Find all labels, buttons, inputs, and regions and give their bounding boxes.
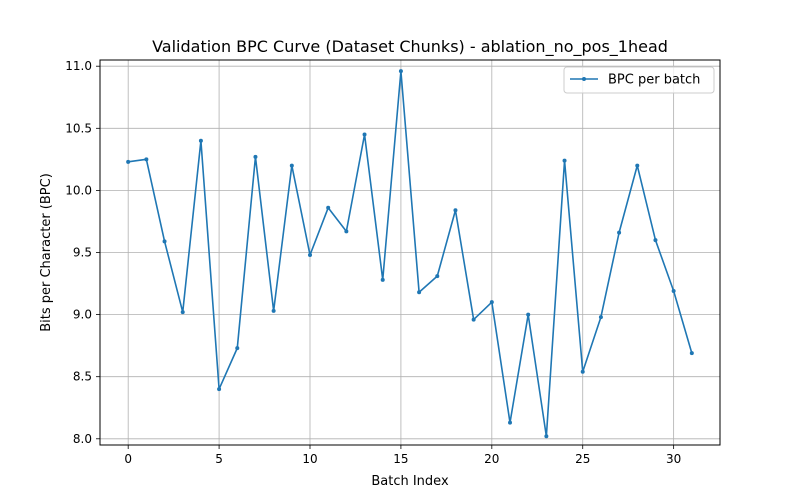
data-point (671, 289, 676, 293)
x-axis-label: Batch Index (371, 474, 449, 489)
data-point (217, 387, 222, 392)
data-point (344, 229, 349, 234)
data-point (598, 315, 603, 320)
data-point (435, 274, 440, 279)
x-tick-label: 25 (575, 452, 590, 466)
y-tick-label: 10.0 (65, 183, 92, 197)
data-point (526, 312, 531, 317)
series-line-bpc-per-batch (128, 70, 693, 438)
data-point (453, 208, 458, 213)
x-tick-label: 30 (666, 452, 681, 466)
chart-title: Validation BPC Curve (Dataset Chunks) - … (152, 37, 668, 57)
data-point (617, 230, 622, 235)
data-point (180, 310, 185, 315)
data-point (144, 157, 149, 162)
y-axis-ticks: 8.0 8.5 9.0 9.5 10.0 10.5 11.0 (65, 59, 100, 446)
data-point (398, 69, 403, 74)
data-point (308, 252, 312, 257)
data-point (544, 434, 549, 439)
data-point (362, 132, 367, 137)
data-point (126, 159, 131, 164)
data-point (380, 277, 385, 282)
data-point (508, 420, 512, 425)
data-point (326, 205, 331, 210)
data-point (289, 163, 294, 168)
legend-box (563, 66, 715, 94)
data-point (489, 300, 494, 305)
data-point (562, 158, 567, 163)
legend: BPC per batch (563, 66, 715, 94)
data-point (689, 351, 694, 356)
data-point (653, 238, 658, 243)
y-tick-label: 8.5 (73, 370, 92, 384)
data-point (198, 138, 203, 143)
series-layer (126, 69, 694, 439)
y-axis-label: Bits per Character (BPC) (39, 173, 54, 332)
legend-marker-swatch (582, 77, 586, 81)
y-tick-label: 10.5 (65, 121, 92, 135)
grid (100, 60, 720, 445)
x-tick-label: 10 (302, 452, 317, 466)
data-point (162, 239, 167, 244)
x-tick-label: 20 (484, 452, 499, 466)
plot-frame (99, 59, 721, 446)
data-point (635, 163, 640, 168)
data-point (471, 317, 476, 322)
x-axis-ticks: 0 5 10 15 20 25 30 (124, 445, 681, 466)
y-tick-label: 11.0 (65, 59, 92, 73)
y-tick-label: 9.0 (73, 308, 92, 322)
data-point (417, 290, 422, 295)
x-tick-label: 15 (393, 452, 408, 466)
data-point (271, 308, 276, 313)
x-tick-label: 5 (215, 452, 223, 466)
legend-label-bpc-per-batch: BPC per batch (608, 73, 700, 88)
data-point (235, 346, 240, 351)
y-tick-label: 8.0 (73, 432, 92, 446)
x-tick-label: 0 (124, 452, 132, 466)
data-point (580, 369, 585, 374)
y-tick-label: 9.5 (73, 246, 92, 260)
data-point (253, 154, 258, 159)
